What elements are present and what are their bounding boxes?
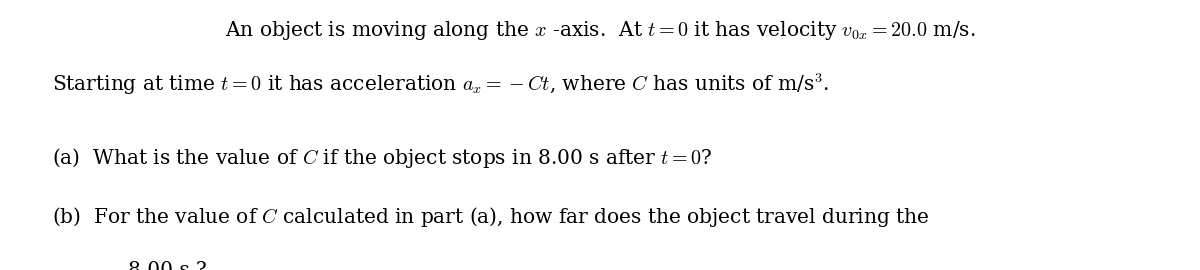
Text: Starting at time $t = 0$ it has acceleration $a_x = -Ct$, where $C$ has units of: Starting at time $t = 0$ it has accelera… <box>52 72 829 97</box>
Text: (a)  What is the value of $C$ if the object stops in 8.00 s after $t = 0$?: (a) What is the value of $C$ if the obje… <box>52 146 713 170</box>
Text: 8.00 s ?: 8.00 s ? <box>128 261 208 270</box>
Text: An object is moving along the $x$ -axis.  At $t = 0$ it has velocity $v_{0x} = 2: An object is moving along the $x$ -axis.… <box>224 19 976 42</box>
Text: (b)  For the value of $C$ calculated in part (a), how far does the object travel: (b) For the value of $C$ calculated in p… <box>52 205 929 229</box>
